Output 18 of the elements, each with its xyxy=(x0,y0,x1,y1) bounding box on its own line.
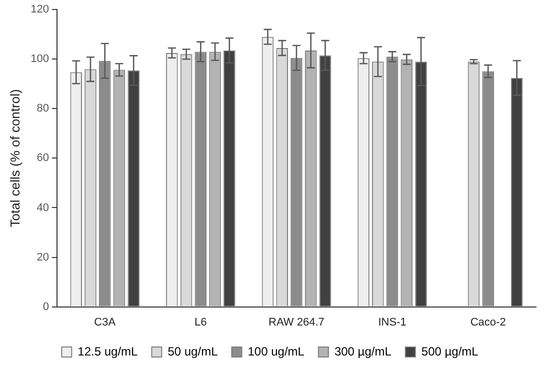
x-tick-label: INS-1 xyxy=(378,316,406,328)
y-tick-label: 80 xyxy=(36,102,49,115)
legend-label: 12.5 ug/mL xyxy=(78,344,138,358)
legend-label: 300 µg/mL xyxy=(334,344,392,358)
y-tick-label: 100 xyxy=(30,53,49,66)
legend-label: 50 ug/mL xyxy=(168,344,218,358)
x-tick-label: Caco-2 xyxy=(470,316,506,328)
y-tick-label: 0 xyxy=(42,300,49,313)
x-tick-label: L6 xyxy=(194,316,207,328)
y-tick-label: 60 xyxy=(36,152,49,164)
legend-label: 500 µg/mL xyxy=(421,344,479,358)
y-tick-label: 20 xyxy=(36,251,49,264)
y-tick-label: 120 xyxy=(30,4,49,16)
y-axis-title: Total cells (% of control) xyxy=(7,89,22,228)
x-tick-label: C3A xyxy=(94,316,116,328)
legend-label: 100 ug/mL xyxy=(248,344,305,358)
x-tick-label: RAW 264.7 xyxy=(268,316,324,328)
y-tick-label: 40 xyxy=(36,202,49,214)
